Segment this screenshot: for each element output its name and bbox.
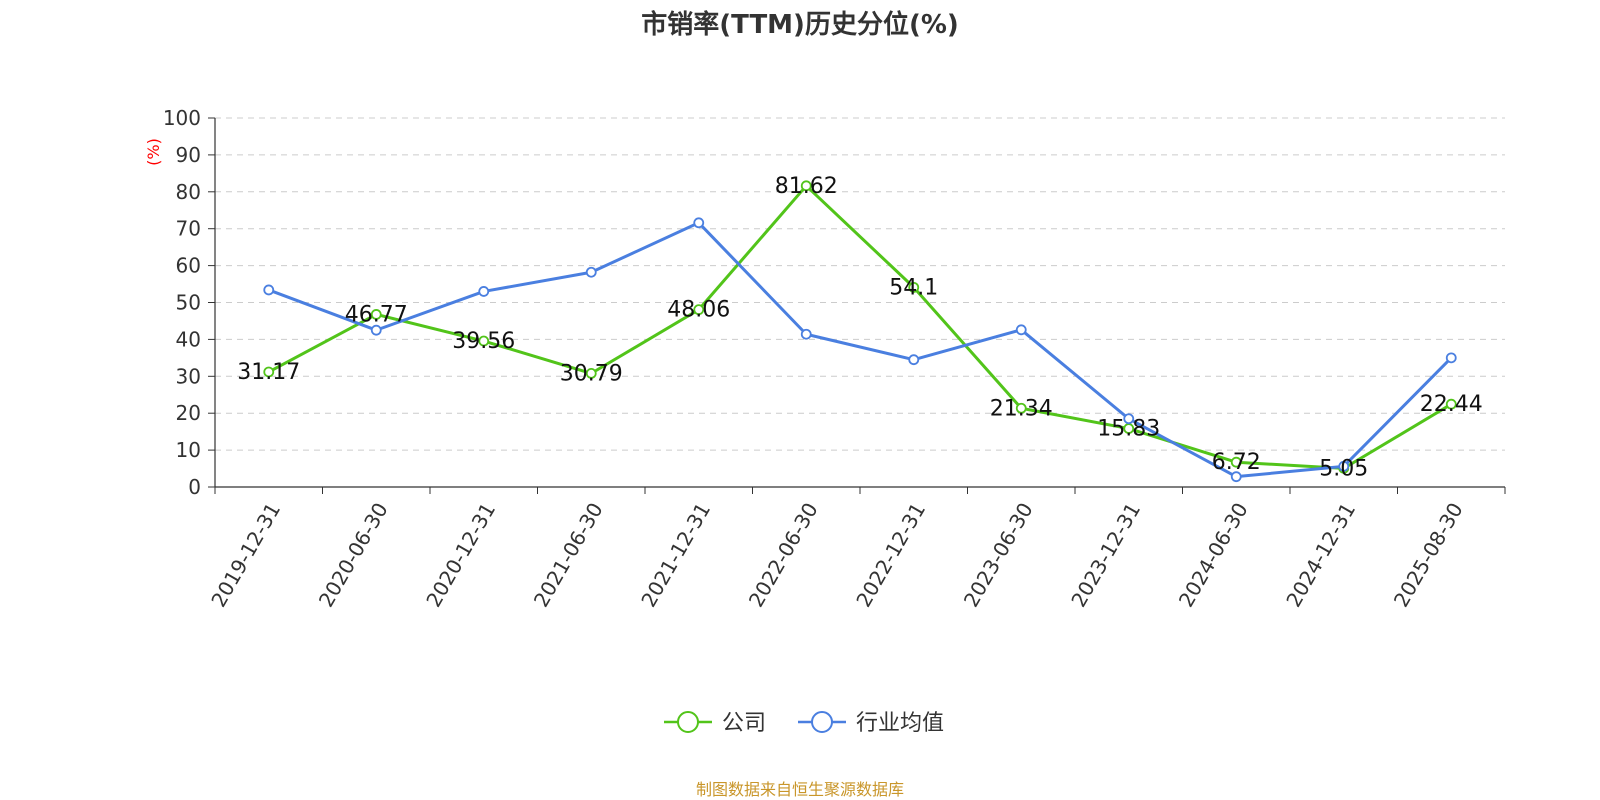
y-tick-label: 70 bbox=[176, 217, 201, 241]
data-point bbox=[1445, 352, 1457, 364]
x-tick-label: 2024-06-30 bbox=[1174, 499, 1253, 612]
data-label: 81.62 bbox=[775, 174, 838, 199]
data-point bbox=[800, 180, 812, 192]
data-label: 5.05 bbox=[1319, 456, 1368, 481]
data-point bbox=[370, 309, 382, 320]
grid-lines bbox=[215, 117, 1505, 451]
data-label: 31.17 bbox=[237, 360, 300, 385]
data-point bbox=[1015, 324, 1027, 336]
series-line bbox=[268, 221, 1453, 479]
x-tick-label: 2021-12-31 bbox=[636, 499, 715, 612]
data-point bbox=[585, 266, 597, 278]
legend-swatch-marker bbox=[677, 711, 699, 733]
y-tick-label: 80 bbox=[176, 180, 201, 204]
data-point bbox=[800, 328, 812, 340]
data-source: 制图数据来自恒生聚源数据库 bbox=[695, 780, 904, 799]
data-point bbox=[1445, 398, 1457, 410]
data-label: 21.34 bbox=[990, 396, 1053, 421]
x-tick-label: 2023-06-30 bbox=[959, 499, 1038, 612]
data-point bbox=[908, 354, 920, 366]
data-point bbox=[370, 324, 382, 336]
x-tick-label: 2025-08-30 bbox=[1389, 499, 1468, 612]
y-tick-label: 90 bbox=[176, 143, 201, 167]
legend-label: 行业均值 bbox=[856, 711, 944, 736]
data-label: 30.79 bbox=[560, 361, 623, 386]
series-group: 31.17 46.77 39.56 30.79 48.06 81.62 54.1 21.34 1… bbox=[237, 174, 1483, 483]
legend-item-industry-average[interactable]: 行业均值 bbox=[798, 711, 944, 736]
series-industry-average bbox=[263, 217, 1457, 483]
x-tick-label: 2022-06-30 bbox=[744, 499, 823, 612]
x-tick-label: 2021-06-30 bbox=[529, 499, 608, 612]
data-point bbox=[478, 335, 490, 347]
x-tick-label: 2023-12-31 bbox=[1066, 499, 1145, 612]
y-tick-label: 40 bbox=[176, 327, 201, 351]
data-point bbox=[263, 284, 275, 296]
x-tick-label: 2020-12-31 bbox=[421, 499, 500, 612]
data-label: 54.1 bbox=[889, 275, 938, 300]
data-point bbox=[908, 281, 920, 293]
series-company bbox=[263, 180, 1457, 474]
data-label: 6.72 bbox=[1212, 450, 1261, 475]
legend[interactable]: 公司 行业均值 bbox=[664, 711, 944, 736]
y-tick-label: 100 bbox=[163, 106, 201, 130]
legend-swatch-marker bbox=[811, 711, 833, 733]
y-tick-label: 10 bbox=[176, 438, 201, 462]
x-tick-label: 2024-12-31 bbox=[1281, 499, 1360, 612]
data-label: 15.83 bbox=[1097, 417, 1160, 442]
y-tick-label: 20 bbox=[176, 401, 201, 425]
data-point bbox=[693, 217, 705, 229]
data-point bbox=[1338, 460, 1350, 472]
data-label: 22.44 bbox=[1420, 392, 1483, 417]
y-tick-label: 60 bbox=[176, 254, 201, 278]
y-tick-label: 50 bbox=[176, 291, 201, 315]
x-tick-label: 2020-06-30 bbox=[314, 499, 393, 612]
legend-label: 公司 bbox=[722, 711, 766, 736]
y-tick-label: 0 bbox=[188, 475, 201, 499]
x-axis: 2019-12-31 2020-06-30 2020-12-31 2021-06-30… bbox=[206, 486, 1506, 612]
data-point bbox=[1230, 471, 1242, 483]
data-label: 46.77 bbox=[345, 302, 408, 327]
data-point bbox=[1230, 456, 1242, 468]
data-point bbox=[478, 286, 490, 297]
data-point bbox=[1123, 413, 1135, 425]
data-point bbox=[585, 367, 597, 379]
x-tick-label: 2022-12-31 bbox=[851, 499, 930, 612]
data-point bbox=[693, 304, 705, 316]
data-point bbox=[263, 366, 275, 378]
chart-title: 市销率(TTM)历史分位(%) bbox=[641, 10, 959, 40]
data-label: 48.06 bbox=[667, 298, 730, 323]
y-axis: 0 10 20 30 40 50 60 70 80 90 100 bbox=[163, 106, 216, 499]
data-label: 39.56 bbox=[452, 329, 515, 354]
series-line bbox=[268, 184, 1453, 470]
legend-item-company[interactable]: 公司 bbox=[664, 711, 766, 736]
y-tick-label: 30 bbox=[176, 364, 201, 388]
y-axis-label: (%) bbox=[144, 138, 163, 166]
data-point bbox=[1015, 402, 1027, 414]
data-labels: 31.17 46.77 39.56 30.79 48.06 81.62 54.1 21.34 1… bbox=[237, 174, 1482, 482]
x-tick-label: 2019-12-31 bbox=[206, 499, 285, 612]
